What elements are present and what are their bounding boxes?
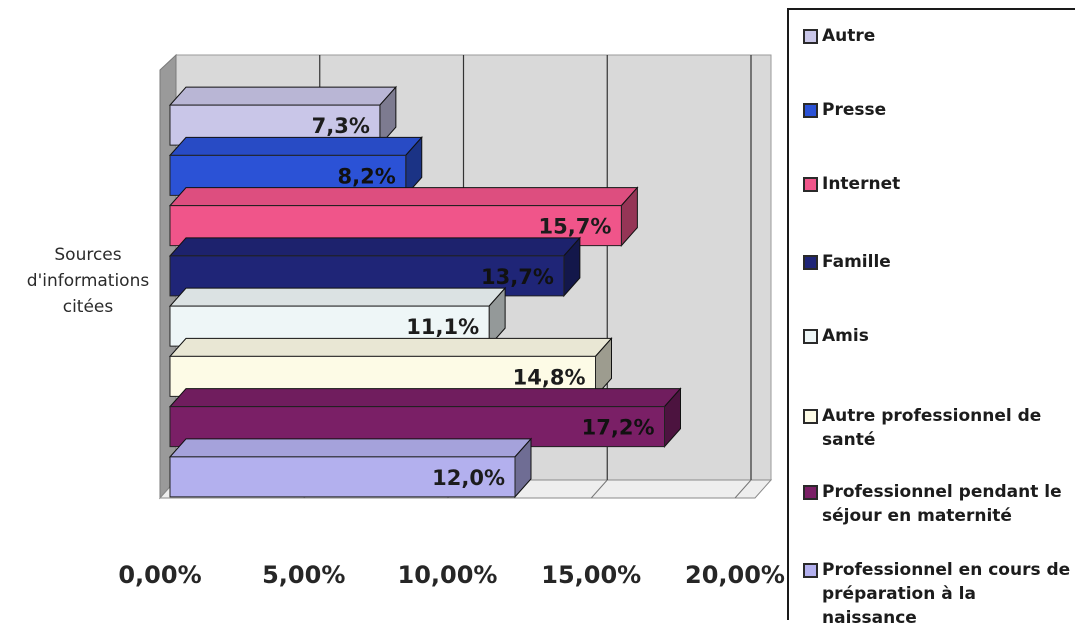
bar-top-2 (168, 187, 639, 207)
legend-swatch (803, 177, 818, 192)
bar-7 (169, 456, 516, 498)
bar-top-1 (168, 136, 423, 156)
gridline-floor (590, 479, 608, 499)
legend-label: Famille (822, 252, 891, 272)
legend-item: Presse (803, 98, 1071, 122)
bar-top-3 (168, 237, 581, 257)
legend-swatch (803, 29, 818, 44)
legend-item: Professionnel pendant le séjour en mater… (803, 480, 1071, 528)
data-label-1: 8,2% (338, 164, 396, 188)
data-label-2: 15,7% (539, 215, 612, 239)
legend-label: Autre (822, 26, 876, 46)
legend-item: Internet (803, 172, 1071, 196)
category-axis-label: Sources d'informations citées (26, 245, 150, 317)
bar-top-6 (168, 388, 682, 408)
legend-label: Professionnel pendant le séjour en mater… (822, 482, 1062, 526)
legend-swatch (803, 409, 818, 424)
data-label-3: 13,7% (481, 265, 554, 289)
legend-swatch (803, 563, 818, 578)
bar-top-0 (168, 86, 397, 106)
legend-item: Professionnel en cours de préparation à … (803, 558, 1071, 630)
gridline-floor (734, 479, 752, 499)
x-tick-label-0: 0,00% (118, 561, 201, 589)
bar-top-4 (168, 287, 507, 307)
legend-label: Internet (822, 174, 901, 194)
data-label-6: 17,2% (582, 416, 655, 440)
bar-top-7 (168, 438, 533, 458)
legend-item: Famille (803, 250, 1071, 274)
data-label-0: 7,3% (312, 114, 370, 138)
legend-swatch (803, 255, 818, 270)
legend-label: Amis (822, 326, 869, 346)
x-tick-label-4: 20,00% (685, 561, 785, 589)
legend-swatch (803, 329, 818, 344)
legend-label: Autre professionnel de santé (822, 406, 1042, 450)
x-tick-label-2: 10,00% (398, 561, 498, 589)
x-tick-label-1: 5,00% (262, 561, 345, 589)
legend-item: Amis (803, 324, 1071, 348)
legend: Autre Presse Internet Famille Amis Autre prof… (787, 8, 1075, 628)
legend-label: Presse (822, 100, 887, 120)
x-tick-label-3: 15,00% (541, 561, 641, 589)
legend-swatch (803, 485, 818, 500)
legend-item: Autre (803, 24, 1071, 48)
data-label-4: 11,1% (406, 315, 479, 339)
legend-item: Autre professionnel de santé (803, 404, 1071, 452)
legend-label: Professionnel en cours de préparation à … (822, 560, 1071, 628)
bar-top-5 (168, 337, 613, 357)
data-label-7: 12,0% (432, 466, 505, 490)
data-label-5: 14,8% (513, 365, 586, 389)
legend-swatch (803, 103, 818, 118)
